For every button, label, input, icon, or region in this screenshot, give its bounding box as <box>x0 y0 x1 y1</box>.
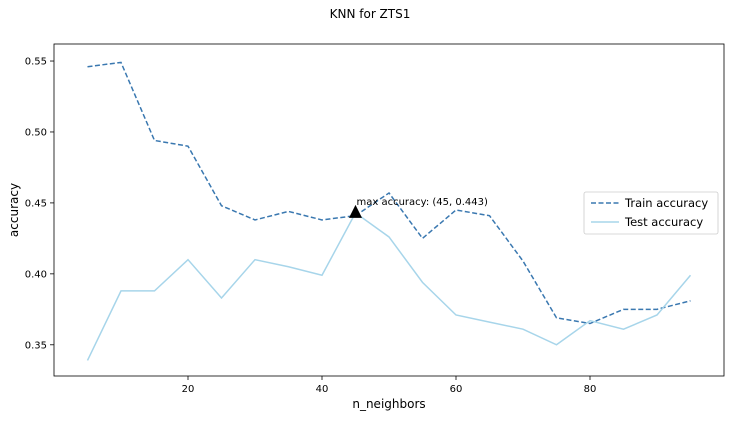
chart-title: KNN for ZTS1 <box>330 7 411 21</box>
y-axis-label: accuracy <box>7 183 21 237</box>
x-axis-label: n_neighbors <box>352 397 425 411</box>
legend-label-test: Test accuracy <box>624 215 703 229</box>
x-tick-label: 20 <box>182 384 195 395</box>
x-tick-label: 40 <box>316 384 329 395</box>
y-tick-label: 0.45 <box>25 198 47 209</box>
y-tick-label: 0.40 <box>25 269 47 280</box>
y-tick-label: 0.55 <box>25 57 47 68</box>
test-accuracy-line <box>86 211 692 361</box>
legend-label-train: Train accuracy <box>624 196 708 210</box>
max-accuracy-marker <box>349 204 362 218</box>
x-tick-label: 60 <box>450 384 463 395</box>
x-tick-label: 80 <box>584 384 597 395</box>
y-tick-label: 0.35 <box>25 340 47 351</box>
annotation-layer: max accuracy: (45, 0.443) <box>349 197 488 218</box>
x-axis-ticks: 20 40 60 80 <box>182 376 597 395</box>
series-layer <box>86 61 692 361</box>
max-accuracy-annotation: max accuracy: (45, 0.443) <box>357 197 489 208</box>
y-tick-label: 0.50 <box>25 127 47 138</box>
train-accuracy-line <box>87 61 691 325</box>
y-axis-ticks: 0.35 0.40 0.45 0.50 0.55 <box>25 57 54 351</box>
legend: Train accuracy Test accuracy <box>583 191 719 235</box>
